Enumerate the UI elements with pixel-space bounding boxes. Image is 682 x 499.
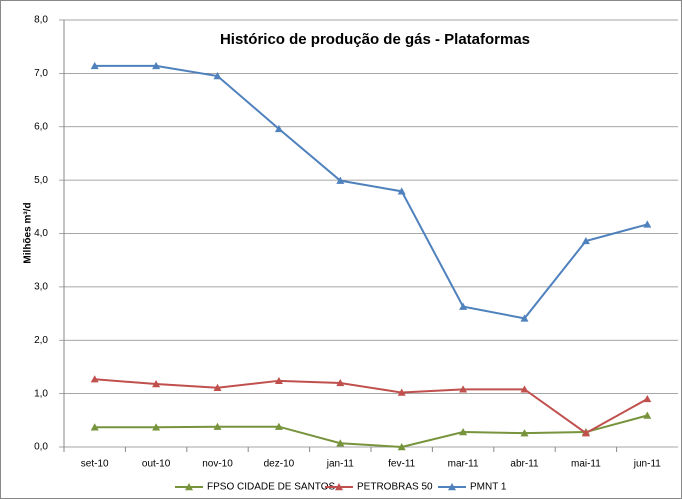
marker bbox=[213, 383, 222, 391]
x-tick-label: dez-10 bbox=[264, 459, 295, 470]
legend-label: PMNT 1 bbox=[470, 482, 507, 493]
legend-label: FPSO CIDADE DE SANTOS bbox=[207, 482, 336, 493]
marker bbox=[90, 423, 99, 431]
marker bbox=[90, 61, 99, 70]
y-tick-label: 2,0 bbox=[34, 335, 48, 346]
marker bbox=[152, 380, 161, 388]
marker bbox=[213, 422, 222, 430]
marker bbox=[459, 302, 468, 310]
marker bbox=[643, 220, 652, 228]
marker bbox=[397, 187, 406, 195]
y-tick-label: 8,0 bbox=[34, 15, 48, 26]
x-tick-label: mar-11 bbox=[448, 459, 479, 470]
marker bbox=[336, 176, 345, 184]
y-tick-label: 5,0 bbox=[34, 175, 48, 186]
y-tick-label: 0,0 bbox=[34, 442, 48, 453]
x-tick-label: fev-11 bbox=[388, 459, 415, 470]
x-tick-label: jun-11 bbox=[633, 459, 661, 470]
line bbox=[94, 378, 648, 435]
marker bbox=[643, 394, 652, 403]
legend-marker bbox=[185, 483, 193, 491]
marker bbox=[643, 411, 652, 419]
marker bbox=[459, 385, 468, 393]
x-tick-label: set-10 bbox=[81, 459, 109, 470]
marker bbox=[274, 376, 283, 385]
marker bbox=[274, 124, 283, 133]
marker bbox=[152, 423, 161, 431]
x-tick-label: abr-11 bbox=[510, 459, 539, 470]
marker bbox=[336, 439, 345, 447]
marker bbox=[90, 375, 99, 383]
x-tick-label: out-10 bbox=[142, 459, 171, 470]
marker bbox=[336, 378, 345, 387]
marker bbox=[520, 314, 529, 322]
y-tick-label: 6,0 bbox=[34, 121, 48, 132]
marker bbox=[459, 428, 468, 436]
line bbox=[94, 64, 648, 320]
y-tick-label: 7,0 bbox=[34, 68, 48, 79]
x-tick-label: jan-11 bbox=[326, 459, 354, 470]
x-tick-label: nov-10 bbox=[202, 459, 233, 470]
marker bbox=[397, 388, 406, 396]
legend-marker bbox=[448, 483, 456, 491]
marker bbox=[581, 236, 590, 245]
marker bbox=[520, 385, 529, 393]
y-tick-label: 3,0 bbox=[34, 282, 48, 293]
x-tick-label: mai-11 bbox=[571, 459, 601, 470]
line bbox=[94, 414, 648, 449]
y-tick-label: 1,0 bbox=[34, 388, 48, 399]
legend-marker bbox=[335, 483, 343, 491]
marker bbox=[274, 422, 283, 430]
marker bbox=[520, 429, 529, 437]
marker bbox=[581, 429, 590, 437]
marker bbox=[213, 72, 222, 80]
y-axis-label: Milhões m³/d bbox=[23, 202, 34, 263]
marker bbox=[152, 61, 161, 70]
legend-label: PETROBRAS 50 bbox=[357, 482, 433, 493]
y-tick-label: 4,0 bbox=[34, 228, 48, 239]
marker bbox=[397, 443, 406, 451]
chart-title: Histórico de produção de gás - Plataform… bbox=[220, 31, 530, 48]
